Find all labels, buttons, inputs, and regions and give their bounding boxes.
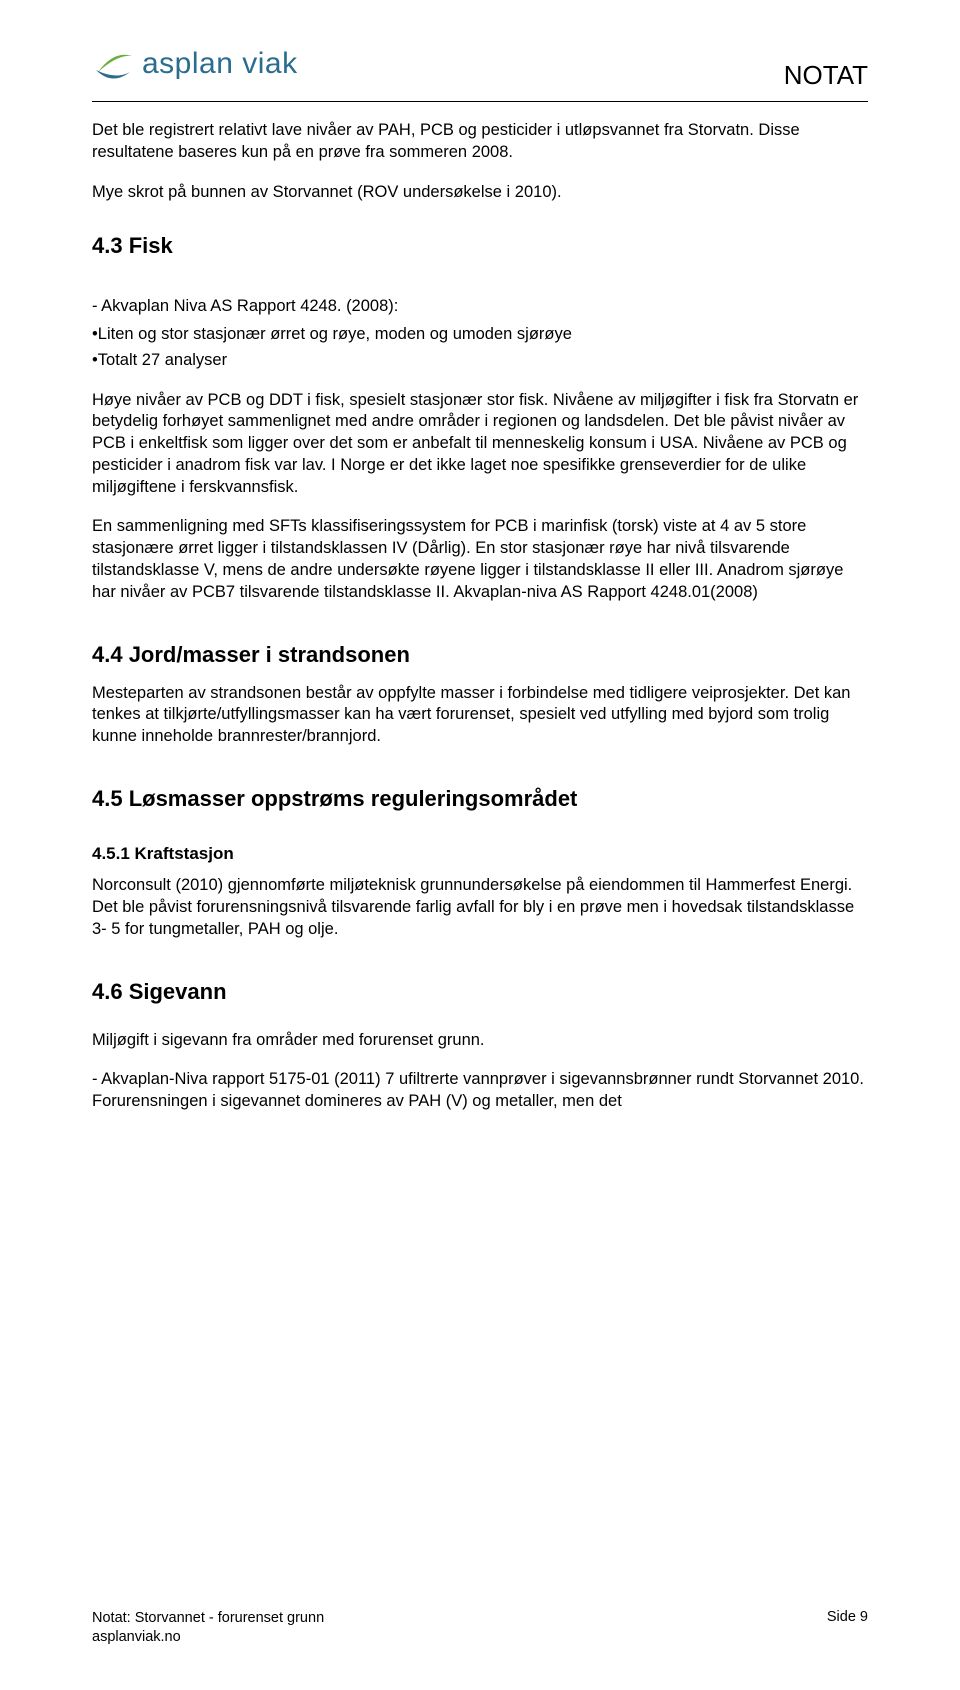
section-4-3-bullet-2: •Totalt 27 analyser [92,350,868,372]
page-footer: Notat: Storvannet - forurenset grunn asp… [92,1609,868,1648]
section-4-3-bullet-1: •Liten og stor stasjonær ørret og røye, … [92,324,868,346]
footer-website: asplanviak.no [92,1628,324,1648]
section-4-6-paragraph-1: Miljøgift i sigevann fra områder med for… [92,1030,868,1052]
document-body: Det ble registrert relativt lave nivåer … [92,120,868,1113]
section-4-4-paragraph-1: Mesteparten av strandsonen består av opp… [92,683,868,748]
footer-left: Notat: Storvannet - forurenset grunn asp… [92,1609,324,1648]
section-4-6-title: 4.6 Sigevann [92,977,868,1006]
page-header: asplan viak NOTAT [92,42,868,91]
intro-paragraph-1: Det ble registrert relativt lave nivåer … [92,120,868,164]
section-4-5-1-title: 4.5.1 Kraftstasjon [92,843,868,865]
section-4-3-title: 4.3 Fisk [92,231,868,260]
document-page: asplan viak NOTAT Det ble registrert rel… [0,0,960,1690]
footer-page-number: Side 9 [827,1609,868,1648]
section-4-3-paragraph-1: Høye nivåer av PCB og DDT i fisk, spesie… [92,390,868,499]
company-logo: asplan viak [92,42,298,86]
logo-swoosh-icon [92,42,136,86]
document-type-label: NOTAT [784,60,868,91]
header-divider [92,101,868,102]
section-4-4-title: 4.4 Jord/masser i strandsonen [92,640,868,669]
intro-paragraph-2: Mye skrot på bunnen av Storvannet (ROV u… [92,182,868,204]
section-4-3-subtitle: - Akvaplan Niva AS Rapport 4248. (2008): [92,296,868,318]
section-4-3-paragraph-2: En sammenligning med SFTs klassifisering… [92,516,868,603]
footer-note-title: Notat: Storvannet - forurenset grunn [92,1609,324,1629]
section-4-5-1-paragraph-1: Norconsult (2010) gjennomførte miljøtekn… [92,875,868,940]
section-4-5-title: 4.5 Løsmasser oppstrøms reguleringsområd… [92,784,868,813]
section-4-6-paragraph-2: - Akvaplan-Niva rapport 5175-01 (2011) 7… [92,1069,868,1113]
logo-text: asplan viak [142,47,298,81]
